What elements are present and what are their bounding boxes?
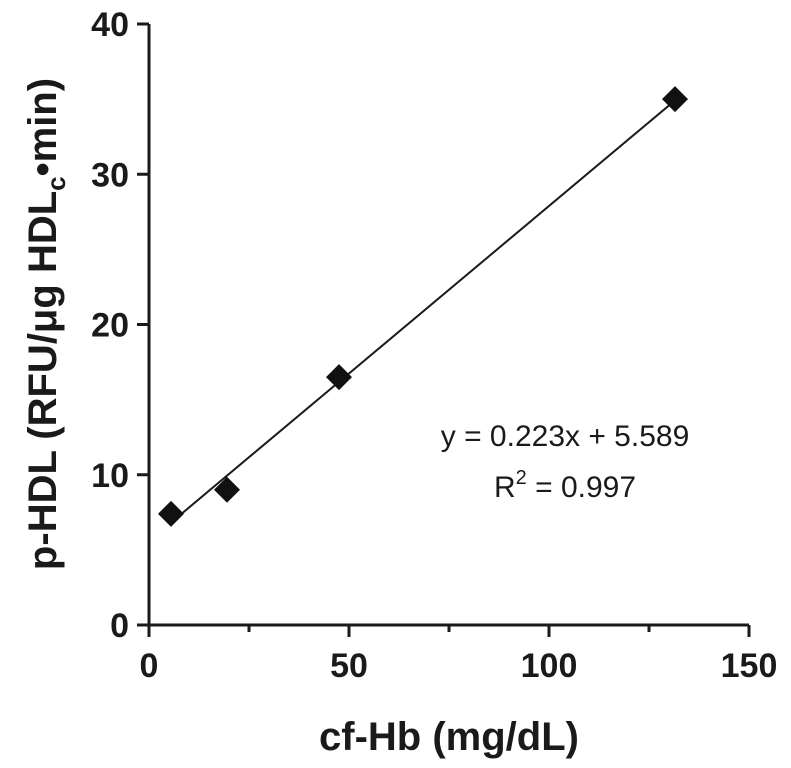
y-axis-title: p-HDL (RFU/μg HDLc•min)	[21, 78, 71, 570]
y-tick-label: 30	[91, 156, 129, 194]
y-tick-label: 10	[91, 457, 129, 495]
y-axis-title-subscript: c	[41, 176, 71, 190]
x-tick-label: 50	[330, 647, 368, 685]
y-tick-label: 40	[91, 6, 129, 44]
r-exponent: 2	[516, 467, 527, 489]
data-markers	[158, 86, 688, 527]
data-point-marker	[326, 364, 352, 391]
x-axis-title: cf-Hb (mg/dL)	[319, 715, 579, 759]
x-tick-label: 150	[721, 647, 778, 685]
data-point-marker	[158, 500, 184, 527]
fit-equation: y = 0.223x + 5.589	[441, 420, 690, 453]
y-tick-label: 20	[91, 307, 129, 345]
y-axis-title-main: p-HDL (RFU/μg HDL	[21, 191, 65, 570]
r-label: R	[494, 471, 516, 504]
x-tick-label: 100	[521, 647, 578, 685]
fit-line	[170, 99, 676, 524]
y-axis-title-suffix: •min)	[21, 78, 65, 176]
fit-line-group	[170, 99, 676, 524]
y-tick-label: 0	[110, 607, 129, 645]
data-point-marker	[662, 86, 688, 113]
r-squared-label: R2 = 0.997	[494, 467, 636, 504]
r-value: = 0.997	[527, 471, 636, 504]
ticks: 0 10 20 30 40 0 50 100 150	[91, 6, 777, 685]
x-tick-label: 0	[140, 647, 159, 685]
data-point-marker	[214, 476, 240, 503]
